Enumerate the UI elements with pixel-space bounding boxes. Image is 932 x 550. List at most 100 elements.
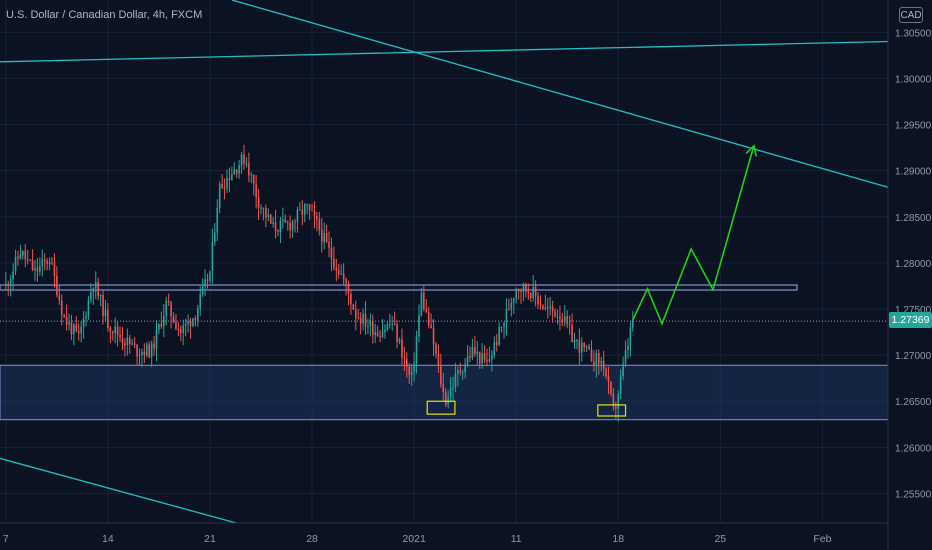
candle-down (221, 183, 223, 189)
candle-down (354, 309, 357, 318)
candle-up (184, 323, 187, 326)
candle-down (235, 169, 238, 174)
candle-up (187, 321, 189, 324)
candle-down (401, 339, 403, 358)
candle-down (274, 222, 277, 231)
candle-down (29, 259, 31, 261)
candle-down (602, 360, 605, 369)
candle-down (189, 321, 192, 327)
candle-down (529, 293, 532, 298)
candle-up (515, 288, 517, 299)
candle-down (330, 247, 333, 259)
candle-up (114, 326, 116, 333)
candle-up (447, 396, 449, 405)
candle-down (534, 286, 537, 297)
candle-up (632, 320, 634, 328)
candle-up (617, 394, 620, 409)
candle-up (544, 307, 547, 309)
candle-down (478, 351, 481, 364)
candle-down (539, 304, 542, 306)
candle-down (269, 214, 272, 224)
candle-down (277, 230, 279, 233)
candle-down (36, 267, 39, 272)
candle-down (345, 279, 347, 284)
candle-up (231, 174, 233, 181)
candle-down (111, 331, 114, 333)
candle-up (82, 318, 85, 327)
candle-down (610, 381, 612, 395)
candle-up (138, 355, 141, 357)
candle-down (53, 262, 56, 276)
candle-down (252, 174, 255, 184)
candle-up (323, 232, 325, 242)
candle-up (299, 209, 301, 211)
candle-up (90, 292, 92, 300)
candle-up (218, 183, 221, 208)
candle-up (457, 370, 459, 374)
candle-down (542, 305, 544, 309)
candle-down (459, 370, 462, 373)
candle-down (289, 222, 291, 231)
candle-up (41, 259, 44, 266)
candle-down (102, 294, 104, 317)
candle-down (364, 313, 367, 327)
candle-up (209, 271, 211, 282)
candle-up (624, 350, 627, 364)
candle-up (491, 354, 493, 360)
candle-down (559, 316, 561, 320)
candle-up (340, 273, 343, 275)
candle-up (512, 298, 515, 303)
candle-down (121, 337, 124, 344)
grid-lines (0, 0, 888, 523)
bottom-marker (597, 404, 627, 417)
y-axis[interactable]: 1.25500 1.26000 1.26500 1.27000 1.27500 1.280… (895, 28, 932, 500)
candle-up (549, 306, 552, 308)
candle-down (316, 216, 318, 220)
candle-down (598, 353, 600, 364)
candle-down (432, 327, 435, 344)
x-tick-label: Feb (813, 533, 831, 545)
candle-down (63, 314, 65, 318)
bottom-markers (426, 400, 627, 417)
candle-down (442, 384, 445, 393)
candle-down (568, 323, 571, 325)
candle-up (452, 387, 454, 389)
candle-up (374, 332, 377, 336)
candle-down (566, 316, 569, 324)
candle-down (31, 260, 34, 271)
candle-down (427, 311, 430, 326)
candle-down (148, 344, 151, 358)
candle-up (39, 265, 41, 272)
candle-up (165, 300, 168, 316)
candle-down (160, 323, 163, 327)
x-axis[interactable]: 7 14 21 28 2021 11 18 25 Feb (3, 533, 832, 545)
candle-up (384, 329, 386, 332)
candle-up (238, 165, 240, 174)
candle-down (124, 343, 126, 346)
candle-down (170, 302, 172, 317)
candle-down (133, 343, 136, 345)
candle-up (556, 316, 559, 318)
candle-up (226, 177, 228, 189)
y-tick-label: 1.29500 (895, 121, 932, 132)
candle-down (379, 336, 381, 338)
candle-up (73, 324, 75, 335)
candle-down (257, 197, 260, 208)
x-tick-label: 14 (102, 533, 114, 545)
candle-down (77, 331, 80, 334)
candle-down (175, 322, 177, 329)
candle-down (119, 334, 121, 338)
candle-up (272, 222, 274, 224)
candle-up (141, 351, 143, 356)
candle-down (403, 357, 406, 359)
candle-down (527, 291, 530, 294)
candle-down (508, 309, 510, 311)
candle-up (563, 316, 566, 323)
candle-down (357, 317, 360, 319)
candle-up (197, 308, 199, 321)
candle-up (629, 327, 632, 346)
candle-up (389, 324, 391, 326)
currency-badge[interactable]: CAD (899, 7, 923, 23)
